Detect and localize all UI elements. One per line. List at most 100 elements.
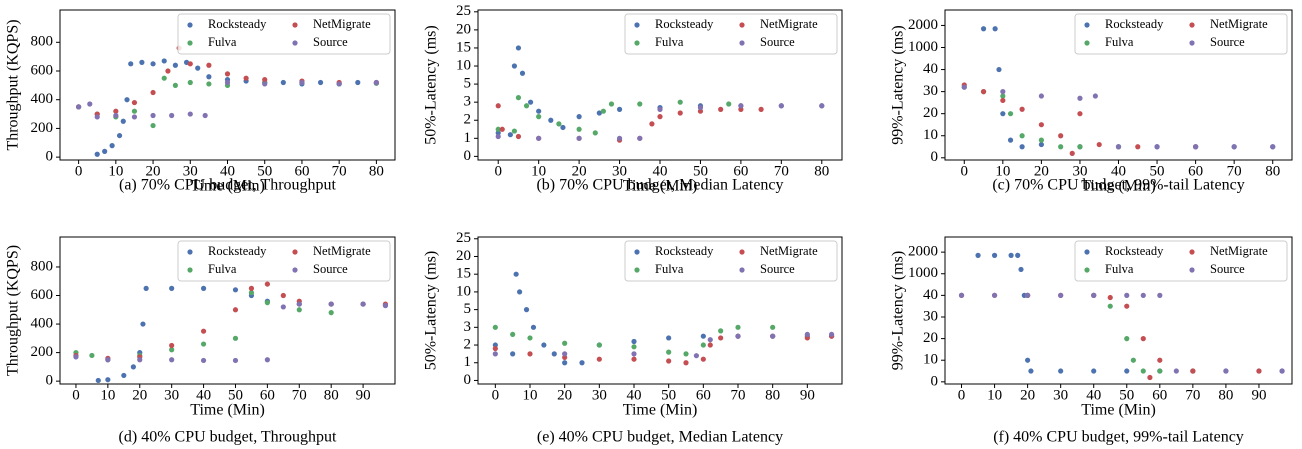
legend-marker <box>292 249 298 255</box>
data-point <box>631 338 637 345</box>
plot-frame <box>59 236 396 385</box>
data-point <box>551 351 557 357</box>
data-point <box>1140 336 1146 342</box>
x-tick-label: 10 <box>523 387 538 403</box>
legend: Rocksteady Fulva NetMigrate Source <box>624 240 838 282</box>
data-point <box>130 364 136 370</box>
data-point <box>1140 368 1146 374</box>
y-tick-label: 25 <box>456 230 471 246</box>
data-point <box>562 340 568 346</box>
data-point <box>1124 292 1130 298</box>
data-point <box>700 333 706 339</box>
data-point <box>718 335 724 341</box>
data-point <box>527 351 533 357</box>
data-point <box>109 143 115 149</box>
data-point <box>200 285 207 291</box>
data-point <box>232 357 239 364</box>
y-tick-label: 20 <box>456 248 471 264</box>
x-tick-label: 40 <box>1111 163 1126 179</box>
data-point <box>1025 357 1031 363</box>
legend-label: Rocksteady <box>655 17 714 31</box>
data-point <box>770 333 776 339</box>
y-tick-label: 5 <box>464 301 472 317</box>
x-tick-label: 40 <box>1086 387 1101 403</box>
data-point <box>360 301 366 307</box>
data-point <box>541 342 547 348</box>
data-point <box>248 285 255 291</box>
data-point <box>1019 106 1025 112</box>
data-point <box>200 328 207 334</box>
data-point <box>137 357 143 363</box>
y-tick-label: 800 <box>31 34 54 50</box>
y-tick-label: 400 <box>31 91 54 107</box>
data-point <box>131 99 138 106</box>
data-point <box>707 342 713 348</box>
data-point <box>165 68 171 74</box>
legend-marker <box>187 40 193 46</box>
x-tick-label: 60 <box>696 387 711 403</box>
data-point <box>657 114 663 120</box>
data-point <box>76 104 82 110</box>
data-point <box>1069 150 1075 156</box>
data-point <box>1038 137 1044 143</box>
legend: Rocksteady Fulva NetMigrate Source <box>177 13 391 55</box>
data-point <box>1135 144 1141 150</box>
data-point <box>1000 97 1006 104</box>
data-point <box>206 62 212 68</box>
legend: Rocksteady Fulva NetMigrate Source <box>1074 13 1288 55</box>
data-point <box>200 341 207 347</box>
legend-label: Fulva <box>655 35 684 49</box>
data-point <box>616 106 623 112</box>
data-point <box>530 324 537 330</box>
caption: (c) 70% CPU budget, 99%-tail Latency <box>992 177 1244 194</box>
data-point <box>262 77 268 83</box>
data-point <box>515 133 522 140</box>
y-tick-label: 600 <box>31 62 54 78</box>
data-point <box>143 285 149 291</box>
data-point <box>1140 292 1146 298</box>
data-point <box>280 79 286 86</box>
legend-marker <box>739 40 745 46</box>
x-tick-label: 20 <box>1034 163 1049 179</box>
legend-marker <box>739 249 745 255</box>
data-point <box>770 324 776 330</box>
data-point <box>232 335 239 341</box>
legend-marker <box>292 22 298 28</box>
data-point <box>495 126 501 132</box>
y-tick-label: 0 <box>931 149 939 165</box>
y-tick-label: 40 <box>923 287 938 303</box>
data-point <box>1092 93 1098 99</box>
legend-marker <box>1084 22 1090 28</box>
x-tick-label: 50 <box>228 387 243 403</box>
x-tick-label: 70 <box>774 163 789 179</box>
data-point <box>758 106 764 112</box>
data-point <box>1008 252 1014 258</box>
legend-label: Source <box>1210 262 1245 276</box>
y-tick-label: 1 <box>464 130 472 146</box>
legend-box <box>1074 13 1288 55</box>
legend-label: NetMigrate <box>760 244 818 258</box>
legend-label: Rocksteady <box>1105 244 1164 258</box>
x-tick-label: 80 <box>369 163 384 179</box>
data-point <box>523 103 530 109</box>
x-tick-label: 30 <box>612 163 627 179</box>
x-tick-label: 50 <box>1150 163 1165 179</box>
data-point <box>507 132 513 138</box>
data-point <box>560 124 566 131</box>
legend-marker <box>1084 40 1090 46</box>
legend-label: Source <box>1210 35 1245 49</box>
data-point <box>697 104 704 111</box>
data-point <box>649 121 655 127</box>
data-point <box>996 66 1002 73</box>
legend-label: NetMigrate <box>1210 17 1268 31</box>
panel: 0 10 20 30 40 50 60 70 80 0 10 20 30 40 1000 2000 Time (… <box>890 9 1293 195</box>
data-point <box>317 79 324 86</box>
y-tick-label: 0 <box>464 372 472 388</box>
y-tick-label: 200 <box>31 344 54 360</box>
data-point <box>1028 368 1034 374</box>
x-tick-label: 40 <box>627 387 642 403</box>
y-tick-label: 15 <box>456 266 471 282</box>
data-point <box>116 132 123 139</box>
data-point <box>1157 292 1163 298</box>
